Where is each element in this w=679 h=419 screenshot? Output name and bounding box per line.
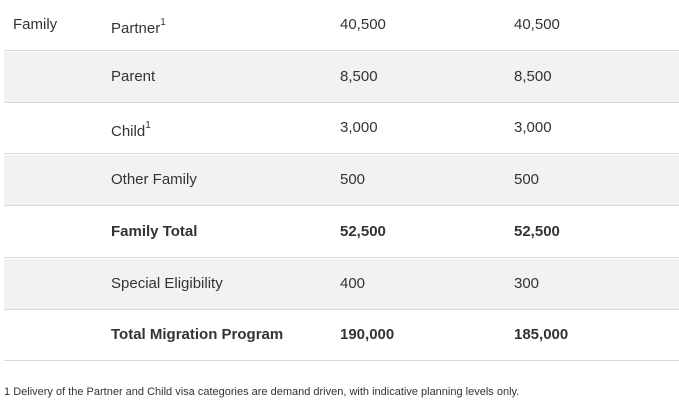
item-cell: Special Eligibility (111, 259, 223, 309)
value-cell: 190,000 (340, 326, 395, 344)
footnote-ref: 1 (145, 120, 151, 132)
item-label: Other Family (111, 171, 197, 189)
item-cell: Family Total (111, 207, 197, 257)
table-row: Family Total 52,500 52,500 (4, 207, 679, 258)
value-cell: 185,000 (514, 326, 569, 344)
value-cell: 8,500 (514, 67, 552, 85)
footnote-text: Delivery of the Partner and Child visa c… (13, 386, 520, 398)
table-row: Parent 8,500 8,500 (4, 51, 679, 103)
value-cell: 500 (514, 171, 540, 189)
table-row: Total Migration Program 190,000 185,000 (4, 310, 679, 362)
value-cell: 500 (340, 171, 366, 189)
table-row: Special Eligibility 400 300 (4, 258, 679, 310)
item-label: Parent (111, 67, 156, 85)
value-cell: 40,500 (340, 16, 386, 33)
item-cell: Parent (111, 52, 155, 102)
item-label: Partner (111, 20, 161, 37)
item-label: Special Eligibility (111, 274, 223, 292)
value-cell: 52,500 (514, 222, 560, 240)
item-label: Total Migration Program (111, 326, 284, 344)
value-cell: 52,500 (340, 222, 386, 240)
item-cell: Total Migration Program (111, 310, 283, 360)
item-cell: Other Family (111, 155, 197, 205)
table-row: Child1 3,000 3,000 (4, 103, 679, 157)
group-cell: Family (13, 16, 58, 33)
value-cell: 40,500 (514, 16, 560, 33)
value-cell: 400 (340, 274, 366, 292)
item-cell: Partner1 (111, 0, 166, 54)
value-cell: 3,000 (340, 119, 378, 137)
table-row: Family Partner1 40,500 40,500 (4, 0, 679, 51)
value-cell: 300 (514, 274, 540, 292)
item-label: Family Total (111, 222, 198, 240)
footnote: 1 Delivery of the Partner and Child visa… (4, 386, 519, 398)
footnote-ref: 1 (160, 17, 166, 28)
item-cell: Child1 (111, 103, 151, 157)
item-label: Child (111, 123, 146, 141)
value-cell: 3,000 (514, 119, 552, 137)
table-row: Other Family 500 500 (4, 155, 679, 207)
value-cell: 8,500 (340, 67, 378, 85)
footnote-marker: 1 (4, 386, 11, 398)
